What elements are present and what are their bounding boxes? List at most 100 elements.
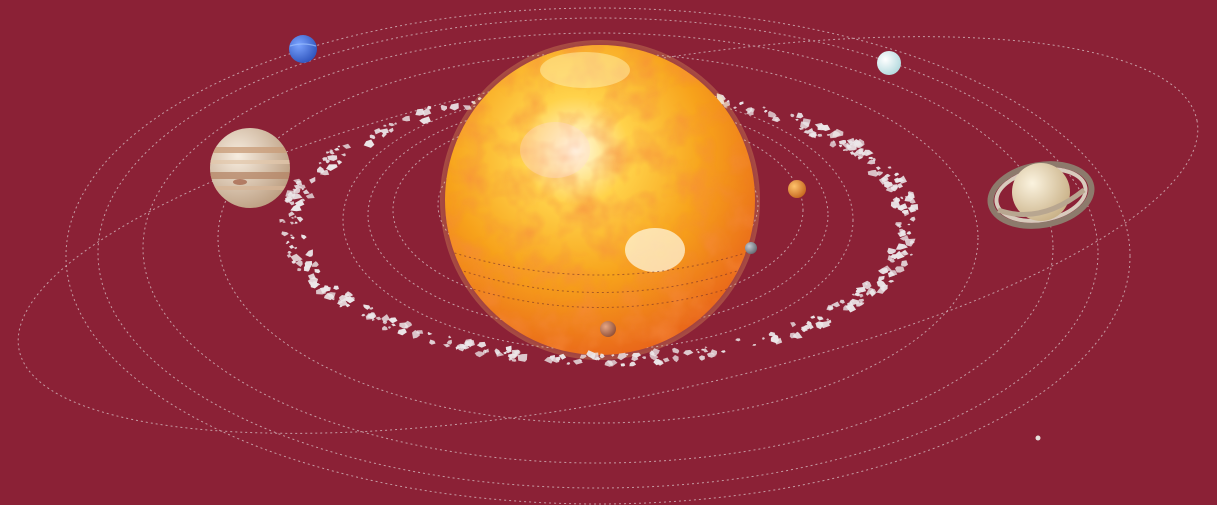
asteroid [814, 122, 824, 130]
asteroid [449, 102, 459, 111]
planet-mercury[interactable] [745, 242, 757, 254]
asteroid [448, 335, 452, 339]
asteroid [790, 113, 795, 118]
asteroid [631, 352, 642, 358]
asteroid [281, 231, 289, 237]
asteroid [901, 229, 907, 234]
asteroid [294, 221, 298, 224]
asteroid [382, 320, 388, 325]
asteroid [290, 236, 295, 240]
asteroid [854, 140, 860, 144]
asteroid [870, 156, 874, 160]
asteroid [900, 260, 908, 267]
asteroid [293, 188, 301, 194]
planet-neptune[interactable] [289, 35, 317, 63]
asteroid [899, 235, 909, 241]
asteroid [774, 118, 778, 121]
asteroid [735, 338, 741, 342]
asteroid [550, 357, 560, 363]
asteroid [288, 211, 295, 217]
asteroid [611, 354, 615, 357]
asteroid [858, 148, 864, 153]
asteroid [288, 244, 295, 249]
asteroid [363, 304, 371, 310]
asteroid [851, 300, 854, 302]
asteroid [443, 343, 451, 348]
asteroid [404, 326, 408, 329]
asteroid [888, 280, 895, 283]
asteroid [876, 279, 887, 288]
asteroid [402, 115, 411, 122]
planet-jupiter[interactable] [205, 128, 295, 208]
asteroid [793, 331, 803, 339]
asteroid [909, 204, 919, 210]
asteroid [862, 280, 872, 290]
asteroid [641, 356, 647, 360]
asteroid [752, 344, 757, 346]
asteroid [909, 216, 916, 222]
asteroid [826, 318, 830, 321]
asteroid [345, 304, 351, 308]
asteroid [336, 160, 343, 165]
asteroid [363, 139, 375, 148]
asteroid [314, 269, 321, 274]
asteroid [505, 349, 512, 354]
asteroid [790, 322, 797, 328]
asteroid [629, 361, 637, 367]
asteroid [288, 201, 295, 206]
asteroid [904, 238, 916, 247]
asteroid [909, 253, 913, 256]
asteroid [696, 351, 700, 354]
asteroid [683, 349, 694, 356]
asteroid [511, 359, 517, 362]
orbit-neptune [65, 7, 1131, 505]
asteroid [858, 298, 864, 303]
asteroid [900, 249, 909, 256]
planet-venus[interactable] [788, 180, 806, 198]
asteroid [290, 234, 293, 237]
planet-pluto[interactable] [1035, 435, 1041, 441]
asteroid [846, 143, 857, 151]
asteroid [381, 314, 390, 323]
asteroid [876, 287, 885, 294]
asteroid [391, 323, 396, 327]
asteroid [375, 316, 382, 321]
asteroid [293, 184, 303, 190]
planet-uranus[interactable] [877, 51, 901, 75]
asteroid [864, 282, 868, 286]
asteroid [808, 324, 814, 330]
asteroid [397, 328, 407, 336]
asteroid [672, 347, 680, 354]
planet-saturn[interactable] [986, 157, 1097, 234]
asteroid [341, 153, 346, 157]
asteroid [907, 191, 914, 197]
asteroid [290, 253, 303, 262]
asteroid [508, 357, 513, 361]
asteroid [388, 122, 395, 127]
asteroid [311, 261, 319, 267]
asteroid [878, 275, 885, 281]
asteroid [284, 198, 292, 203]
asteroid [371, 318, 375, 322]
asteroid [768, 331, 776, 337]
asteroid [822, 124, 831, 131]
asteroid [907, 223, 911, 226]
asteroid [382, 325, 388, 331]
asteroid [745, 107, 753, 114]
orbit-uranus [97, 17, 1099, 489]
asteroid [896, 224, 902, 229]
asteroid [857, 156, 863, 160]
asteroid [293, 178, 302, 185]
asteroid [695, 348, 699, 351]
sun[interactable] [440, 40, 760, 360]
asteroid [818, 321, 831, 329]
asteroid [495, 351, 505, 357]
asteroid [361, 313, 366, 317]
asteroid-belt-front [281, 224, 916, 367]
asteroid [910, 198, 916, 204]
asteroid [887, 166, 892, 169]
asteroid [739, 101, 744, 106]
planet-mars[interactable] [600, 321, 616, 337]
